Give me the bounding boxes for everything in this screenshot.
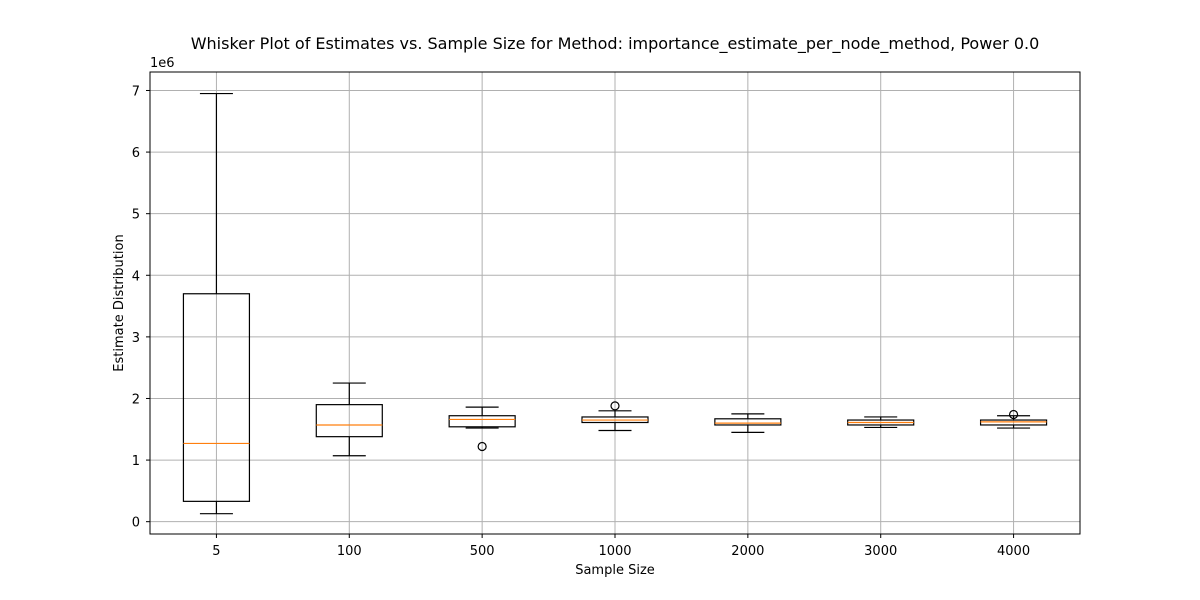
y-tick-label: 4 [132, 269, 140, 284]
iqr-box [448, 415, 516, 428]
chart-title: Whisker Plot of Estimates vs. Sample Siz… [191, 34, 1040, 54]
box-layer [182, 92, 1048, 515]
y-tick-label: 3 [132, 331, 140, 346]
grid-layer [150, 72, 1080, 534]
y-tick-label: 2 [132, 392, 140, 407]
box-group [847, 416, 915, 429]
box-group [448, 406, 516, 452]
y-tick-label: 7 [132, 84, 140, 99]
y-tick-label: 6 [132, 146, 140, 161]
x-tick-label: 2000 [731, 544, 764, 559]
x-tick-label: 4000 [997, 544, 1030, 559]
y-axis-label: Estimate Distribution [112, 234, 127, 371]
tick-layer: 5 100 500 1000 2000 3000 4000 0 1 2 3 4 5 6 7 [132, 84, 1030, 559]
x-tick-label: 1000 [598, 544, 631, 559]
y-tick-label: 0 [132, 516, 140, 531]
box-group [182, 92, 251, 515]
iqr-box [315, 404, 383, 438]
box-group [315, 382, 383, 457]
x-tick-label: 500 [470, 544, 495, 559]
iqr-box [714, 418, 782, 426]
iqr-box [979, 419, 1048, 426]
box-group [581, 401, 649, 432]
y-offset-label: 1e6 [150, 56, 175, 71]
outlier-point [477, 441, 487, 452]
y-tick-label: 5 [132, 208, 140, 223]
x-tick-label: 3000 [864, 544, 897, 559]
box-group [714, 413, 782, 433]
y-tick-label: 1 [132, 454, 140, 469]
iqr-box [182, 293, 251, 502]
x-tick-label: 5 [212, 544, 220, 559]
outlier-point [610, 401, 620, 411]
x-tick-label: 100 [337, 544, 362, 559]
x-axis-label: Sample Size [575, 563, 655, 578]
outlier-point [1008, 409, 1019, 420]
box-group [979, 409, 1048, 429]
